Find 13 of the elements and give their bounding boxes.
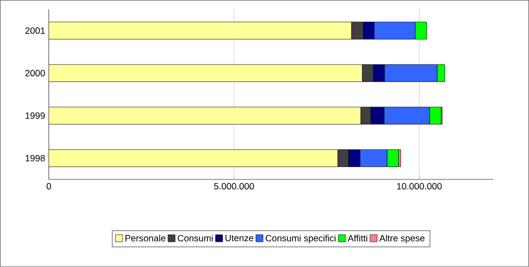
legend-label: Utenze: [226, 235, 254, 242]
y-tick-label: 2001: [25, 27, 45, 34]
legend-label: Affitti: [348, 234, 368, 242]
legend-label: Consumi specifici: [266, 234, 336, 244]
x-tick-label: 0: [46, 183, 51, 190]
y-tick-label: 1999: [26, 112, 45, 120]
legend-label: Consumi: [178, 234, 213, 242]
x-tick-label: 5.000.000: [214, 183, 254, 190]
legend-label: Altre spese: [379, 234, 424, 244]
y-tick-label: 1998: [26, 155, 45, 162]
y-tick-label: 2000: [25, 70, 45, 76]
x-tick-label: 10.000.000: [397, 183, 442, 190]
legend-label: Personale: [125, 234, 166, 242]
